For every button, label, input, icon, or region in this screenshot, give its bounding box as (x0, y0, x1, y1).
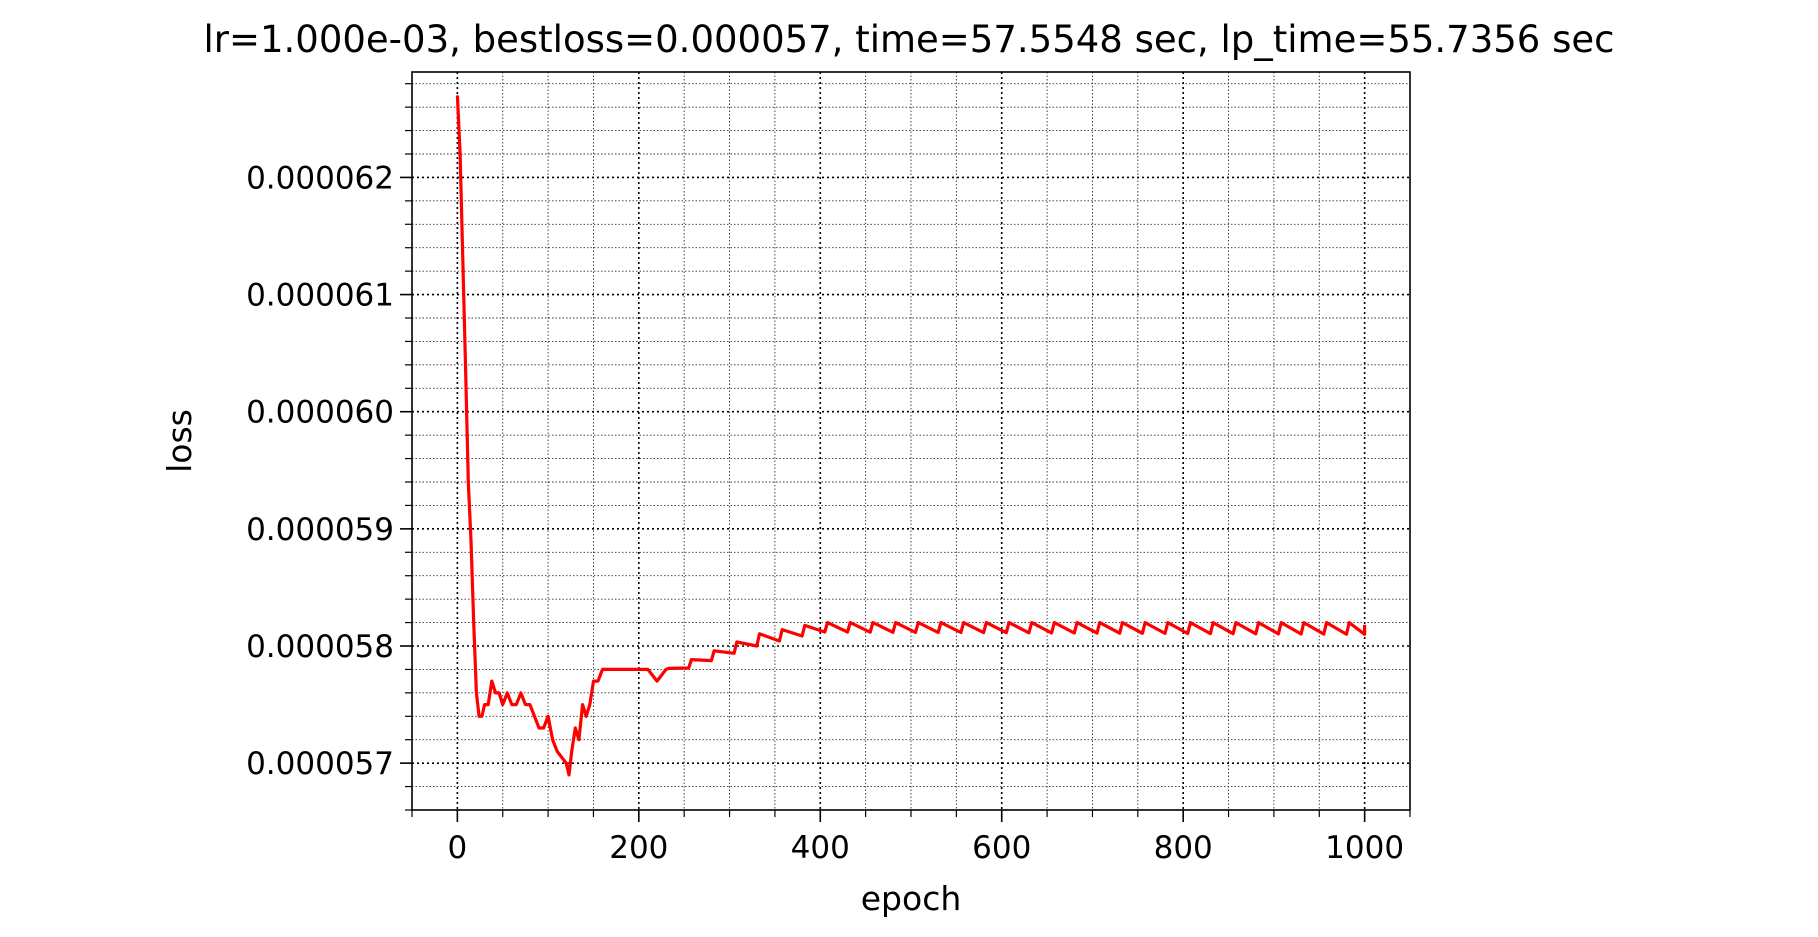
x-tick-label: 200 (609, 830, 668, 866)
x-tick-label: 600 (972, 830, 1031, 866)
y-tick-label: 0.000060 (246, 395, 394, 431)
chart-title: lr=1.000e-03, bestloss=0.000057, time=57… (204, 18, 1615, 61)
axis-ticks (400, 83, 1411, 822)
x-axis-label: epoch (861, 879, 962, 918)
x-tick-label: 0 (447, 830, 467, 866)
major-grid (412, 72, 1410, 810)
y-tick-label: 0.000061 (246, 278, 394, 314)
y-tick-label: 0.000059 (246, 512, 394, 548)
y-tick-label: 0.000062 (246, 160, 394, 196)
minor-grid (411, 72, 1411, 811)
plot-frame (411, 71, 1411, 811)
x-tick-label: 1000 (1325, 830, 1404, 866)
series-layer (455, 95, 1367, 777)
loss-series-line (455, 95, 1367, 777)
y-axis-label: loss (160, 409, 199, 473)
x-tick-label: 800 (1154, 830, 1213, 866)
y-tick-label: 0.000058 (246, 629, 394, 665)
x-tick-labels: 0 200 400 600 800 1000 (447, 830, 1404, 866)
y-tick-labels: 0.000057 0.000058 0.000059 0.000060 0.000061… (246, 160, 394, 782)
y-tick-label: 0.000057 (246, 746, 394, 782)
x-tick-label: 400 (791, 830, 850, 866)
